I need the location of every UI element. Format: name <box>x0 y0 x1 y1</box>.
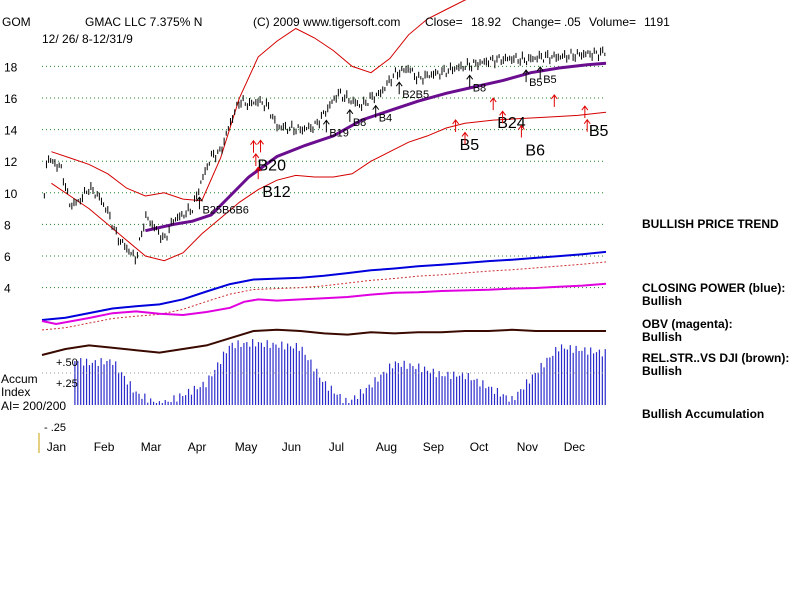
accumulation-histogram <box>42 339 606 405</box>
price-tick-label: 6 <box>4 250 11 264</box>
accum-axis-ticks: +.50 +.25 - .25 <box>44 357 78 434</box>
signal-label: B20 <box>258 158 287 175</box>
upper-band-line <box>51 0 467 202</box>
buy-arrow <box>522 69 530 83</box>
month-label: Mar <box>141 440 162 454</box>
signal-label: B5 <box>543 74 556 86</box>
signal-label: B8 <box>473 82 486 94</box>
month-label: Apr <box>188 440 207 454</box>
closing-power-line <box>41 250 607 321</box>
price-tick-label: 14 <box>4 124 18 138</box>
obv-line <box>41 282 607 326</box>
month-label: Aug <box>376 440 397 454</box>
signal-label: B5 <box>529 77 542 89</box>
buy-arrow-red <box>499 110 506 124</box>
closing-power-title: CLOSING POWER (blue): <box>642 281 785 295</box>
ticker: GOM <box>2 15 31 29</box>
index-label: Index <box>1 385 30 399</box>
price-tick-label: 4 <box>4 282 11 296</box>
closing-power-status: Bullish <box>642 294 682 308</box>
buy-arrow-red <box>581 105 589 119</box>
price-series <box>43 46 606 265</box>
close-label: Close= <box>425 15 463 29</box>
buy-arrow-red <box>250 139 257 153</box>
month-label: May <box>235 440 258 454</box>
relative-strength-line <box>41 328 606 356</box>
security-name: GMAC LLC 7.375% N <box>85 15 202 29</box>
moving-average <box>145 61 607 233</box>
change-label: Change= <box>512 15 561 29</box>
price-axis-ticks: 18 16 14 12 10 8 6 4 <box>4 60 18 295</box>
signal-label: B19 <box>329 127 349 139</box>
price-tick-label: 8 <box>4 218 11 232</box>
signal-label: B25B6B6 <box>202 204 248 216</box>
buy-arrow <box>536 66 544 79</box>
price-tick-label: 12 <box>4 155 18 169</box>
lower-band-line <box>51 111 607 262</box>
closing-power-line <box>41 250 607 331</box>
signal-label: B8 <box>353 117 366 129</box>
price-tick-label: 10 <box>4 187 18 201</box>
close-value: 18.92 <box>471 15 501 29</box>
signal-label: B12 <box>262 184 291 201</box>
ai-label: AI= 200/200 <box>1 399 66 413</box>
buy-arrow <box>196 196 203 210</box>
buy-arrow-red <box>583 118 591 132</box>
buy-arrow-red <box>489 97 497 111</box>
month-label: Jul <box>329 440 344 454</box>
signal-label: B4 <box>379 113 392 125</box>
buy-arrow <box>466 74 474 88</box>
month-label: Jun <box>282 440 301 454</box>
buy-arrow-red <box>550 94 558 107</box>
volume-label: Volume= <box>589 15 636 29</box>
buy-arrow-red <box>518 124 525 138</box>
buy-arrow <box>395 81 403 95</box>
price-tick-label: 18 <box>4 60 18 74</box>
buy-arrow-red <box>461 131 469 145</box>
signal-label: B6 <box>525 143 545 160</box>
buy-arrow-red <box>257 139 264 153</box>
month-label: Nov <box>517 440 538 454</box>
signal-label: B5 <box>460 137 480 154</box>
price-tick-label: 16 <box>4 92 18 106</box>
volume-value: 1191 <box>644 15 670 29</box>
accum-tick-label: +.50 <box>56 357 78 369</box>
accum-tick-label: +.25 <box>56 378 78 390</box>
month-label: Jan <box>47 440 66 454</box>
month-label: Sep <box>423 440 445 454</box>
obv-line <box>41 282 607 326</box>
accumulation-status: Bullish Accumulation <box>642 407 764 421</box>
relative-strength-line <box>41 328 606 356</box>
signal-label: B5 <box>589 123 609 140</box>
trend-label: BULLISH PRICE TREND <box>642 217 779 231</box>
date-range: 12/ 26/ 8-12/31/9 <box>42 32 133 46</box>
rs-title: REL.STR..VS DJI (brown): <box>642 351 789 365</box>
buy-arrow-red <box>252 153 260 166</box>
buy-arrow <box>322 119 330 133</box>
month-label: Feb <box>94 440 115 454</box>
change-value: .05 <box>564 15 581 29</box>
signal-label: B2B5 <box>402 89 429 101</box>
buy-arrow-red <box>452 119 459 132</box>
accum-tick-label: - .25 <box>44 422 66 434</box>
month-axis: Jan Feb Mar Apr May Jun Jul Aug Sep Oct Nov Dec <box>47 440 585 454</box>
accum-label: Accum <box>1 372 38 386</box>
signal-label: B24 <box>497 115 526 132</box>
moving-average-line <box>145 61 607 233</box>
buy-arrow <box>372 104 380 118</box>
obv-title: OBV (magenta): <box>642 317 733 331</box>
month-label: Oct <box>470 440 489 454</box>
buy-arrow <box>346 109 354 122</box>
buy-arrow-red <box>254 166 262 180</box>
month-label: Dec <box>564 440 585 454</box>
copyright: (C) 2009 www.tigersoft.com <box>253 15 400 29</box>
rs-status: Bullish <box>642 364 682 378</box>
closing-power-trend <box>41 261 607 331</box>
bollinger-bands <box>51 0 607 262</box>
obv-status: Bullish <box>642 330 682 344</box>
